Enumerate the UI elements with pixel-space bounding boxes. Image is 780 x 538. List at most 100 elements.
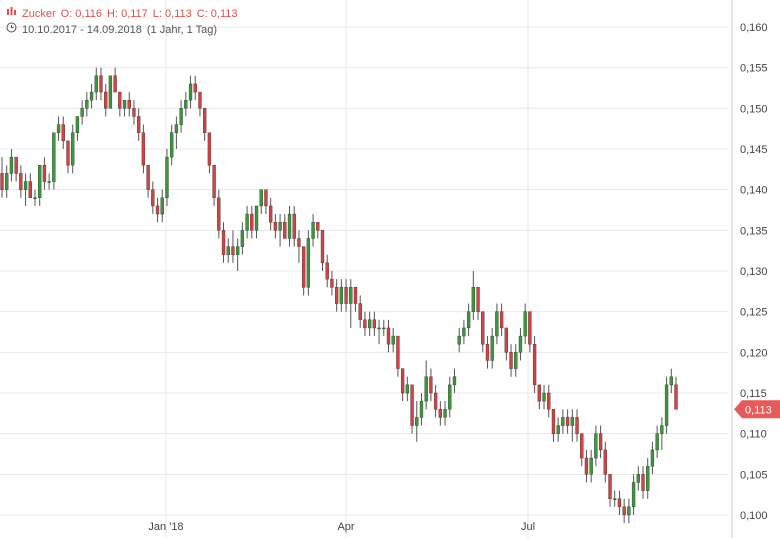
candle	[363, 311, 367, 337]
candle-body	[33, 197, 37, 200]
candle	[80, 100, 84, 125]
candle-body	[155, 205, 160, 215]
candle-body	[75, 116, 80, 133]
candle-body	[575, 417, 579, 434]
candle	[499, 303, 504, 337]
candle	[160, 189, 164, 223]
candle	[631, 474, 636, 515]
y-tick-label: 0,145	[740, 144, 768, 156]
candle	[113, 67, 117, 93]
candle-body	[372, 319, 377, 329]
candle-body	[9, 156, 14, 174]
candle	[184, 92, 188, 117]
candle-body	[245, 213, 249, 231]
y-tick-label: 0,100	[740, 510, 768, 522]
candle	[132, 100, 136, 125]
candle	[217, 189, 221, 239]
candle	[118, 91, 122, 117]
chart-legend: Zucker O: 0,116 H: 0,117 L: 0,113 C: 0,1…	[6, 6, 243, 38]
candle	[325, 254, 329, 288]
candle	[38, 165, 42, 206]
candle	[85, 92, 89, 117]
candle	[575, 409, 579, 442]
candle-body	[165, 156, 169, 198]
candle	[52, 132, 56, 190]
candle	[127, 92, 131, 117]
legend-close: C: 0,113	[196, 8, 238, 20]
candle-body	[466, 311, 471, 329]
candle	[339, 279, 344, 312]
candle-body	[400, 368, 405, 394]
candle	[509, 344, 513, 377]
candle	[551, 409, 556, 442]
candle	[650, 441, 655, 475]
candle	[146, 165, 150, 198]
candle	[236, 238, 240, 271]
y-tick-label: 0,160	[740, 22, 768, 34]
candle	[28, 173, 32, 199]
candle	[448, 376, 452, 418]
candle-body	[532, 344, 537, 386]
candle-body	[627, 506, 631, 516]
candle	[674, 376, 678, 410]
candle-body	[264, 189, 268, 207]
candle-body	[5, 173, 9, 190]
candle-body	[122, 99, 127, 109]
candle-body	[504, 327, 508, 353]
candle	[141, 124, 146, 174]
candle	[203, 108, 207, 141]
candle	[33, 189, 37, 206]
candle	[174, 116, 179, 149]
candle	[283, 214, 287, 239]
candle-body	[207, 132, 212, 166]
candle	[165, 149, 169, 206]
candle	[565, 409, 570, 434]
candle	[410, 384, 414, 434]
candle-body	[410, 384, 414, 426]
candle	[155, 197, 160, 223]
candle-body	[664, 384, 669, 426]
candle-body	[594, 433, 598, 459]
candle	[400, 368, 405, 402]
candle-body	[226, 246, 230, 255]
candle	[466, 303, 471, 337]
candle-body	[631, 482, 636, 508]
candle-body	[669, 376, 673, 386]
candle	[433, 384, 438, 418]
candle	[61, 116, 65, 149]
candle	[655, 425, 659, 459]
candle-body	[311, 221, 315, 239]
y-tick-label: 0,115	[740, 388, 767, 400]
candle-body	[118, 91, 122, 109]
candle-body	[523, 311, 527, 337]
candle-body	[598, 433, 603, 451]
candle-body	[537, 384, 541, 402]
candle-body	[603, 449, 607, 475]
candle	[636, 466, 640, 491]
candle	[429, 368, 433, 402]
candle-body	[38, 165, 42, 198]
candle	[664, 376, 669, 434]
candle-body	[330, 278, 334, 288]
candle-body	[514, 352, 518, 369]
candle-body	[419, 400, 424, 418]
legend-period: (1 Jahr, 1 Tag)	[146, 24, 218, 36]
candle-body	[268, 205, 273, 223]
candle	[226, 238, 230, 263]
candle	[151, 181, 155, 215]
candle	[316, 221, 320, 239]
candle	[9, 149, 14, 182]
candle	[589, 449, 593, 483]
candle-body	[141, 132, 146, 166]
candle-body	[94, 75, 98, 93]
candle-body	[485, 344, 490, 361]
candle	[622, 498, 626, 524]
y-tick-label: 0,125	[740, 307, 768, 319]
candle	[377, 319, 381, 345]
candle-body	[151, 189, 155, 207]
candle	[311, 214, 315, 247]
candle-body	[301, 246, 306, 288]
candle	[353, 287, 358, 312]
candle-body	[80, 108, 84, 117]
candle-body	[565, 417, 570, 426]
